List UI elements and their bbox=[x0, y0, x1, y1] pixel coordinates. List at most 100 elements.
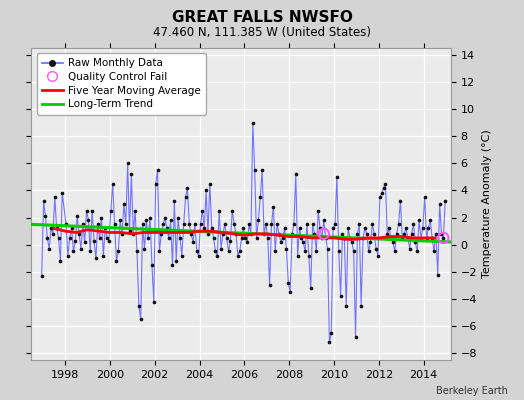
Point bbox=[424, 225, 433, 232]
Point bbox=[103, 235, 111, 241]
Point bbox=[383, 231, 391, 237]
Point bbox=[361, 225, 369, 232]
Point bbox=[52, 225, 61, 232]
Point bbox=[374, 252, 382, 259]
Point bbox=[340, 235, 348, 241]
Point bbox=[54, 235, 63, 241]
Point bbox=[286, 289, 294, 295]
Point bbox=[230, 221, 238, 228]
Point bbox=[149, 298, 158, 305]
Point bbox=[215, 208, 223, 214]
Point bbox=[45, 246, 53, 252]
Point bbox=[426, 217, 434, 224]
Point bbox=[58, 190, 67, 196]
Point bbox=[336, 293, 345, 300]
Point bbox=[243, 239, 252, 245]
Point bbox=[131, 208, 139, 214]
Point bbox=[68, 225, 76, 232]
Point bbox=[299, 239, 308, 245]
Point bbox=[353, 231, 362, 237]
Point bbox=[239, 225, 248, 232]
Point bbox=[435, 201, 444, 207]
Point bbox=[124, 160, 132, 166]
Point bbox=[304, 252, 313, 259]
Point bbox=[172, 258, 180, 264]
Point bbox=[280, 225, 289, 232]
Point bbox=[273, 221, 281, 228]
Point bbox=[95, 235, 104, 241]
Point bbox=[62, 221, 70, 228]
Point bbox=[112, 258, 121, 264]
Point bbox=[355, 221, 364, 228]
Point bbox=[379, 184, 388, 191]
Point bbox=[77, 246, 85, 252]
Point bbox=[211, 248, 220, 255]
Point bbox=[260, 231, 268, 237]
Point bbox=[140, 246, 149, 252]
Point bbox=[320, 231, 328, 237]
Point bbox=[352, 334, 360, 340]
Point bbox=[256, 194, 265, 200]
Point bbox=[403, 235, 412, 241]
Point bbox=[217, 246, 225, 252]
Point bbox=[56, 258, 64, 264]
Point bbox=[168, 262, 177, 268]
Point bbox=[321, 235, 330, 241]
Point bbox=[441, 198, 450, 204]
Point bbox=[181, 194, 190, 200]
Point bbox=[213, 252, 222, 259]
Point bbox=[138, 221, 147, 228]
Point bbox=[90, 238, 98, 244]
Point bbox=[189, 239, 197, 245]
Point bbox=[198, 208, 206, 214]
Point bbox=[107, 208, 115, 214]
Point bbox=[82, 208, 91, 214]
Point bbox=[79, 221, 87, 228]
Point bbox=[254, 217, 263, 224]
Point bbox=[187, 231, 195, 237]
Point bbox=[323, 246, 332, 252]
Point bbox=[290, 221, 298, 228]
Point bbox=[303, 221, 311, 228]
Point bbox=[204, 231, 212, 237]
Point bbox=[357, 302, 365, 309]
Point bbox=[271, 248, 279, 255]
Point bbox=[390, 248, 399, 255]
Point bbox=[114, 248, 123, 255]
Point bbox=[71, 238, 80, 244]
Point bbox=[148, 262, 156, 268]
Point bbox=[334, 248, 343, 255]
Point bbox=[370, 231, 378, 237]
Point bbox=[250, 167, 259, 173]
Point bbox=[144, 235, 152, 241]
Point bbox=[234, 252, 242, 259]
Point bbox=[438, 231, 446, 237]
Point bbox=[73, 213, 81, 220]
Point bbox=[385, 225, 394, 232]
Point bbox=[406, 246, 414, 252]
Point bbox=[333, 174, 341, 180]
Point bbox=[151, 180, 160, 187]
Point bbox=[200, 225, 209, 232]
Point bbox=[193, 248, 201, 255]
Point bbox=[157, 231, 166, 237]
Point bbox=[75, 231, 83, 237]
Point bbox=[111, 221, 119, 228]
Point bbox=[428, 235, 436, 241]
Point bbox=[127, 171, 136, 177]
Point bbox=[413, 248, 421, 255]
Point bbox=[312, 248, 321, 255]
Point bbox=[419, 225, 427, 232]
Point bbox=[439, 235, 447, 241]
Point bbox=[248, 120, 257, 126]
Point bbox=[395, 221, 403, 228]
Point bbox=[155, 248, 163, 255]
Point bbox=[400, 231, 408, 237]
Point bbox=[97, 214, 106, 221]
Point bbox=[142, 217, 150, 224]
Point bbox=[167, 217, 175, 224]
Point bbox=[261, 221, 270, 228]
Point bbox=[41, 213, 50, 220]
Point bbox=[318, 235, 326, 241]
Point bbox=[183, 184, 192, 191]
